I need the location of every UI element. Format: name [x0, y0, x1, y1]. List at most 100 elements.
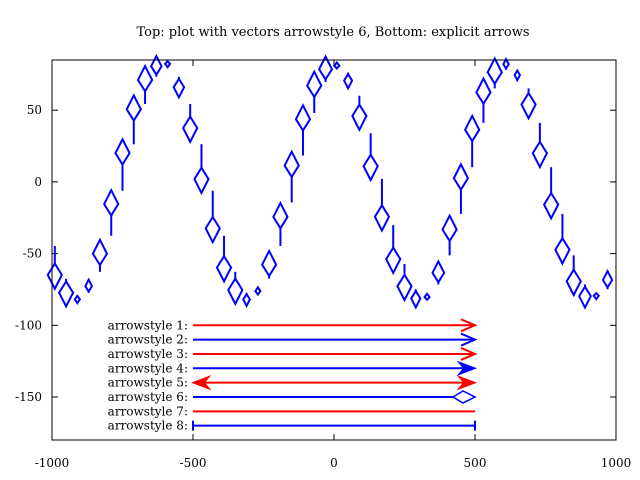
vector-arrow [513, 68, 522, 83]
vector-arrow [373, 178, 391, 233]
vector-arrow [431, 259, 446, 285]
vector-head [385, 245, 402, 276]
x-tick-label: 500 [464, 456, 487, 470]
y-tick-label: 50 [27, 103, 42, 117]
arrow-sample: arrowstyle 3: [108, 347, 478, 361]
vector-arrow [410, 289, 422, 310]
vector-arrow [172, 76, 186, 100]
vector-arrow [242, 292, 252, 309]
vector-arrow [385, 225, 402, 276]
vector-head [486, 56, 503, 86]
vector-arrow [463, 113, 481, 168]
vector-arrow [294, 103, 312, 156]
vector-head [254, 285, 262, 297]
arrow-sample: arrowstyle 8: [108, 419, 476, 433]
vector-arrow [475, 76, 492, 123]
vector-head [554, 236, 571, 266]
vector-head [294, 103, 312, 133]
vector-arrow [362, 133, 379, 183]
vector-arrow [136, 63, 154, 104]
vector-head [502, 56, 510, 71]
x-tick-label: -1000 [35, 456, 70, 470]
arrow-sample-head [456, 360, 478, 376]
arrow-sample: arrowstyle 7: [108, 404, 475, 418]
vector-arrow [565, 255, 582, 298]
vector-head [283, 149, 300, 179]
vector-head [103, 188, 120, 218]
vector-arrow [103, 188, 120, 236]
arrow-sample-tail [190, 374, 212, 391]
vector-head [91, 237, 109, 267]
vector-arrow [317, 54, 334, 83]
vector-head [227, 276, 244, 307]
vector-arrow [333, 60, 341, 70]
vector-head [463, 113, 481, 144]
vector-head [342, 72, 354, 91]
vector-arrow [592, 291, 601, 301]
vector-arrow [149, 53, 163, 77]
arrow-sample-head [460, 318, 478, 333]
vectors-layer [46, 53, 614, 310]
vector-arrow [542, 167, 560, 221]
vector-arrow [502, 56, 510, 71]
x-tick-label: -500 [180, 456, 207, 470]
vector-head [261, 248, 278, 278]
vector-arrow [254, 285, 262, 297]
vector-head [84, 277, 94, 294]
vector-arrow [441, 213, 458, 256]
vector-arrow [601, 268, 614, 290]
y-tick-label: -50 [23, 247, 42, 261]
vector-arrow [91, 237, 109, 272]
vector-arrow [342, 72, 354, 91]
vector-head [149, 53, 163, 77]
vector-head [592, 291, 601, 301]
arrow-sample-head [456, 374, 478, 391]
vector-arrow [46, 245, 64, 291]
vector-head [181, 114, 199, 145]
arrow-sample-label: arrowstyle 6: [108, 390, 188, 404]
x-tick-label: 0 [330, 456, 338, 470]
vector-head [362, 152, 379, 183]
arrow-sample: arrowstyle 6: [108, 390, 477, 404]
vector-head [475, 76, 492, 106]
vector-head [601, 268, 614, 290]
vector-head [73, 294, 82, 306]
vector-arrow [283, 149, 300, 203]
vector-head [396, 272, 413, 303]
vector-arrow [114, 137, 131, 191]
arrow-sample-label: arrowstyle 1: [108, 318, 188, 332]
vector-head [520, 91, 537, 121]
vector-head [452, 162, 470, 192]
vector-arrow [227, 271, 244, 307]
arrow-sample-label: arrowstyle 4: [108, 361, 188, 375]
vector-head [204, 215, 221, 245]
vector-head [125, 93, 142, 123]
arrow-sample: arrowstyle 5: [108, 374, 478, 391]
y-tick-label: 0 [34, 175, 42, 189]
vector-head [423, 292, 431, 302]
vector-head [578, 284, 592, 310]
vector-arrow [396, 264, 413, 303]
arrow-sample-label: arrowstyle 2: [108, 333, 188, 347]
chart-title: Top: plot with vectors arrowstyle 6, Bot… [136, 25, 529, 40]
vector-head [333, 60, 341, 70]
vector-head [542, 191, 560, 221]
vector-head [531, 139, 549, 170]
vector-arrow [452, 162, 470, 214]
vector-head [57, 279, 75, 309]
arrow-sample-label: arrowstyle 3: [108, 347, 188, 361]
arrow-samples-layer: arrowstyle 1:arrowstyle 2:arrowstyle 3:a… [108, 318, 478, 433]
vector-arrow [531, 122, 549, 170]
x-tick-label: 1000 [601, 456, 632, 470]
vector-arrow [163, 59, 172, 69]
arrow-sample-label: arrowstyle 8: [108, 419, 188, 433]
arrow-sample-label: arrowstyle 5: [108, 376, 188, 390]
vector-arrow [578, 284, 592, 310]
arrow-sample-head [460, 332, 478, 347]
vector-head [136, 63, 154, 94]
vector-arrow [261, 248, 278, 279]
vector-head [441, 213, 458, 243]
vector-arrow [272, 200, 289, 246]
